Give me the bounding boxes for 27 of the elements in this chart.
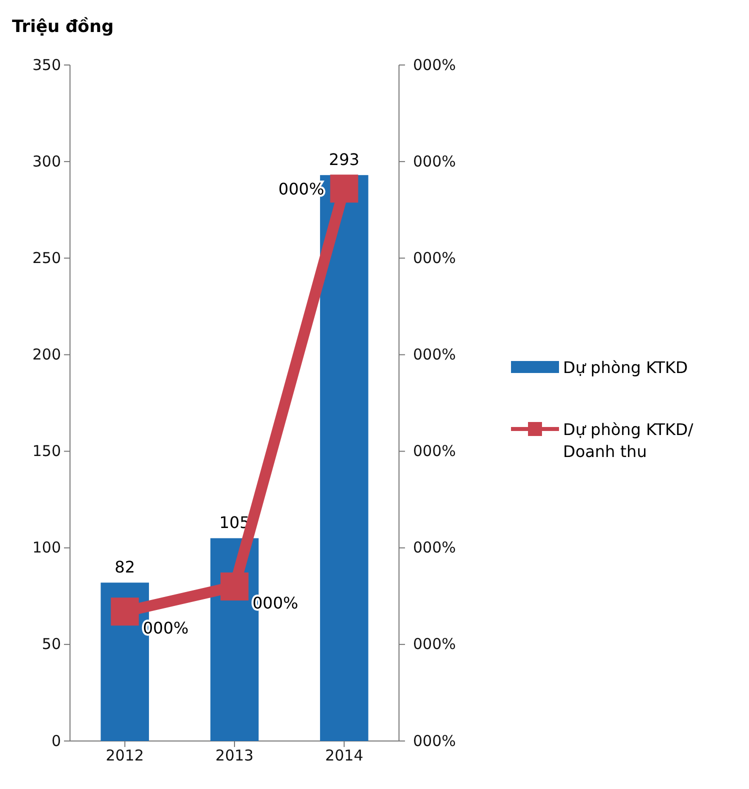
y-tick-label: 350 [32, 56, 61, 74]
point [330, 174, 358, 203]
y-axis-title: Triệu đồng [12, 17, 114, 37]
y-tick-label: 200 [32, 346, 61, 364]
y-tick-label: 250 [32, 248, 61, 267]
text: 000% [413, 635, 456, 654]
x-tick-label: 2014 [325, 746, 364, 765]
text: 000% [413, 152, 456, 170]
legend-label: Dự phòng KTKD/ Doanh thu [563, 420, 694, 461]
y-tick-label: 150 [32, 442, 61, 460]
y-tick-label: 100 [32, 538, 61, 557]
y-tick-label: 0 [51, 732, 61, 750]
text: 000% [413, 732, 456, 750]
y-tick-label: 50 [42, 635, 61, 654]
x-tick-label: 2013 [215, 746, 254, 765]
point [110, 598, 139, 626]
data-label: 82 [114, 558, 136, 577]
text: 000% [413, 56, 456, 74]
text: 000% [413, 538, 456, 557]
x-tick-label: 2012 [106, 746, 144, 765]
text: 000% [413, 248, 456, 267]
legend-label: Dự phòng KTKD [563, 358, 688, 377]
y-tick-label: 300 [32, 152, 61, 170]
data-label: 293 [328, 150, 360, 170]
point [220, 572, 248, 600]
text: 000% [413, 442, 456, 460]
text: 000% [413, 346, 456, 364]
